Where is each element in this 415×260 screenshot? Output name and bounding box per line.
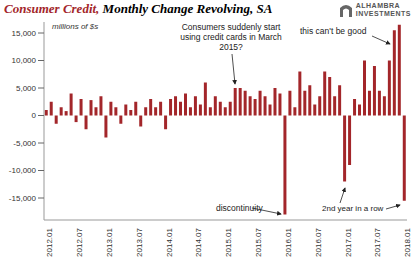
svg-text:2013.01: 2013.01 (105, 227, 114, 256)
svg-text:5,000: 5,000 (16, 84, 37, 93)
html-text:millions of $s: millions of $s (52, 22, 99, 31)
svg-text:0: 0 (32, 111, 37, 120)
svg-text:2017.01: 2017.01 (344, 227, 353, 256)
html-text:ALHAMBRA: ALHAMBRA (355, 2, 401, 9)
html-text:this can't be good: this can't be good (300, 26, 367, 36)
svg-text:-15,000: -15,000 (9, 194, 37, 203)
html-text:Consumer Credit, Monthly Chang: Consumer Credit, Monthly Change Revolvin… (4, 1, 273, 16)
html-text:2nd year in a row: 2nd year in a row (322, 204, 384, 213)
svg-text:2015.01: 2015.01 (224, 227, 233, 256)
svg-text:-10,000: -10,000 (9, 166, 37, 175)
svg-text:15,000: 15,000 (12, 29, 37, 38)
svg-text:2014.07: 2014.07 (194, 227, 203, 256)
svg-text:2012.07: 2012.07 (75, 227, 84, 256)
svg-text:2017.07: 2017.07 (373, 227, 382, 256)
svg-text:2016.07: 2016.07 (314, 227, 323, 256)
svg-text:-5,000: -5,000 (13, 139, 36, 148)
svg-text:2014.01: 2014.01 (165, 227, 174, 256)
svg-text:2018.01: 2018.01 (403, 227, 407, 256)
svg-text:2015.07: 2015.07 (254, 227, 263, 256)
svg-text:2016.01: 2016.01 (284, 227, 293, 256)
html-text:Consumers suddenly start using: Consumers suddenly start using credit ca… (180, 22, 282, 52)
svg-text:10,000: 10,000 (12, 56, 37, 65)
html-text:discontinuity: discontinuity (216, 203, 263, 213)
svg-text:2012.01: 2012.01 (45, 227, 54, 256)
html-text:INVESTMENTS: INVESTMENTS (355, 10, 411, 17)
svg-text:2013.07: 2013.07 (135, 227, 144, 256)
